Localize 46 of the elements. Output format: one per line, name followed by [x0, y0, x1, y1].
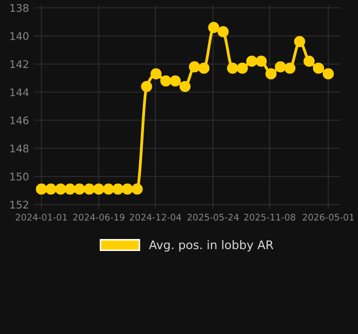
y-tick-label: 148 — [10, 144, 28, 152]
point — [141, 80, 152, 92]
point — [274, 61, 286, 72]
point — [236, 62, 248, 74]
point — [150, 68, 162, 80]
x-tick-label: 2025-11-08 — [244, 214, 296, 221]
point — [122, 184, 133, 195]
y-tick-label: 146 — [10, 116, 28, 124]
point — [132, 184, 143, 195]
point — [284, 62, 296, 74]
y-tick-label: 144 — [10, 88, 29, 96]
x-tick-label: 2024-12-04 — [130, 214, 182, 221]
point — [102, 184, 114, 195]
point — [64, 184, 76, 195]
point — [208, 22, 220, 34]
x-tick-label: 2024-01-01 — [16, 214, 67, 221]
y-tick-label: 152 — [10, 200, 28, 209]
point — [294, 36, 306, 48]
y-tick-label: 142 — [10, 60, 28, 68]
y-tick-label: 140 — [10, 32, 28, 40]
point — [188, 61, 200, 72]
point — [36, 184, 47, 195]
point — [312, 62, 324, 74]
point — [246, 56, 258, 67]
point — [256, 56, 267, 67]
point — [84, 184, 95, 195]
point — [304, 56, 315, 67]
point — [265, 68, 277, 80]
point — [218, 26, 229, 38]
point — [198, 62, 210, 74]
x-tick-label: 2026-05-01 — [302, 214, 354, 221]
y-tick-label: 150 — [10, 172, 28, 181]
point — [45, 184, 56, 195]
legend-label: Avg. pos. in lobby AR — [148, 240, 274, 252]
point — [179, 80, 191, 92]
x-tick-label: 2025-05-24 — [187, 214, 239, 221]
y-tick-label: 138 — [10, 4, 28, 12]
point — [74, 184, 86, 195]
x-tick-label: 2024-06-19 — [73, 214, 124, 221]
point — [322, 68, 334, 80]
point — [170, 75, 181, 86]
point — [227, 62, 238, 74]
point — [160, 75, 172, 86]
point — [93, 184, 104, 195]
point — [55, 184, 66, 195]
point — [112, 184, 124, 195]
